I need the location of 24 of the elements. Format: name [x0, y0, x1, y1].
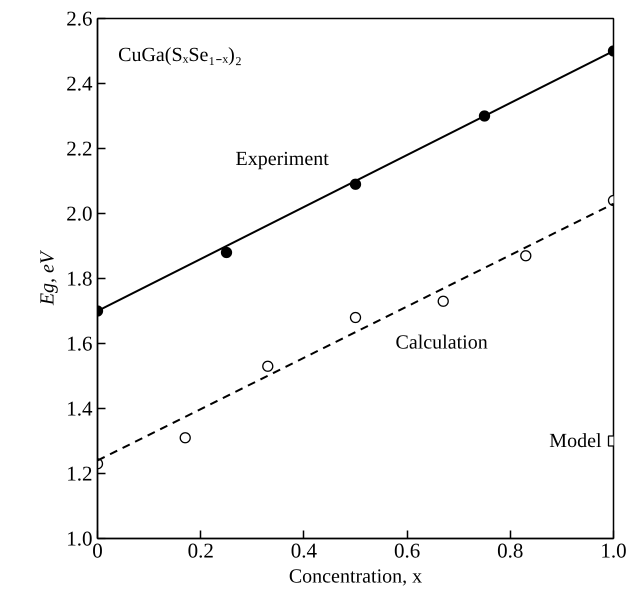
y-tick-label: 1.8	[66, 266, 92, 290]
series-label: Calculation	[396, 332, 488, 354]
x-tick-label: 0.6	[394, 538, 420, 562]
point	[220, 246, 232, 258]
point	[438, 296, 449, 307]
series-label: Model	[549, 430, 602, 452]
point	[262, 360, 274, 372]
y-tick-label: 1.6	[66, 332, 92, 356]
point	[350, 312, 362, 324]
x-tick-label: 0.4	[290, 538, 318, 562]
y-tick-label: 2.4	[66, 72, 93, 96]
y-tick-label: 2.0	[66, 202, 92, 226]
x-tick-label: 0	[92, 538, 103, 562]
series-label: Experiment	[236, 148, 330, 170]
text: CuGa(SₓSe₁₋ₓ)₂	[118, 44, 242, 66]
x-tick-label: 1.0	[600, 538, 627, 562]
y-tick-label: 2.2	[66, 136, 92, 160]
y-tick-label: 2.6	[66, 6, 92, 30]
x-tick-label: 0.2	[188, 538, 214, 562]
y-tick-label: 1.2	[66, 462, 92, 486]
x-axis-title: Concentration, x	[288, 566, 422, 588]
x-tick-label: 0.8	[497, 538, 524, 562]
y-axis-title: Eg, eV	[36, 249, 58, 306]
y-tick-label: 1.4	[66, 396, 93, 420]
